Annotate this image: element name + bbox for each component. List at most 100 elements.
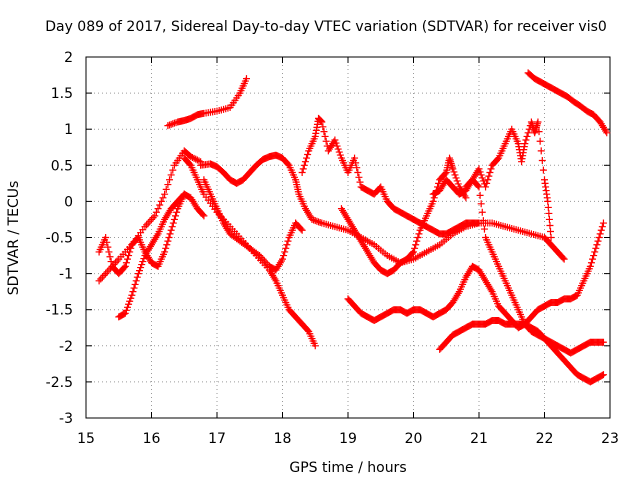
data-point [534,118,542,126]
y-axis-label: SDTVAR / TECUs [6,181,22,296]
data-point [173,208,181,216]
data-point [308,215,316,223]
series-track-j [344,219,607,332]
chart-title: Day 089 of 2017, Sidereal Day-to-day VTE… [45,19,607,35]
data-point [280,252,288,260]
data-point [120,264,128,272]
data-point [187,153,195,161]
data-point [454,180,462,188]
data-point [103,268,111,276]
data-point [596,230,604,238]
data-point [311,342,319,350]
data-point [125,252,133,260]
y-tick-label: 1 [64,122,73,138]
data-point [414,234,422,241]
data-point [188,153,196,161]
data-point [316,218,324,226]
data-point [131,280,139,288]
x-tick-label: 16 [143,431,161,447]
data-point [476,168,484,176]
data-point [123,303,131,311]
data-point [167,171,175,179]
data-point [149,214,157,222]
y-tick-label: 0.5 [51,158,73,174]
data-point [334,145,342,153]
data-point [483,179,491,187]
data-point [474,182,482,190]
x-tick-label: 17 [208,431,226,447]
data-point [597,226,605,234]
data-point [353,164,361,172]
data-point [167,120,175,128]
data-point [523,132,531,140]
data-point [319,123,327,131]
data-point [140,255,148,263]
data-point [545,215,553,223]
data-point [180,190,188,198]
data-point [304,326,312,334]
data-point [477,200,485,208]
data-point [172,212,180,220]
data-point [190,154,198,162]
data-point [133,273,141,281]
data-point [303,154,311,162]
data-point [138,261,146,269]
x-tick-label: 23 [601,431,619,447]
data-point [195,157,203,165]
data-point [167,226,175,234]
data-point [354,169,362,177]
data-point [321,132,329,140]
x-tick-label: 19 [339,431,357,447]
series-track-m [462,118,555,241]
y-tick-label: -1.5 [46,303,73,319]
data-point [453,177,461,185]
data-point [186,160,194,168]
data-point [121,262,129,270]
data-point [594,237,602,245]
data-point [159,194,167,202]
data-point [478,208,486,216]
data-points [95,69,611,386]
data-point [547,234,555,241]
data-point [170,215,178,223]
data-point [166,121,174,129]
data-point [599,338,607,346]
data-point [162,185,170,193]
data-point [352,159,360,167]
data-point [590,252,598,260]
data-point [313,217,321,225]
y-tick-label: -0.5 [46,231,73,247]
data-point [599,371,607,379]
data-point [162,244,170,252]
data-point [166,230,174,238]
data-point [485,172,493,180]
series-track-g [200,176,306,274]
data-point [332,139,340,147]
data-point [589,255,597,263]
data-point [441,170,449,178]
data-point [157,197,165,205]
data-point [284,237,292,245]
data-point [304,150,312,158]
data-point [413,237,421,245]
data-point [494,155,502,163]
x-tick-label: 22 [536,431,554,447]
data-point [169,166,177,174]
data-point [164,237,172,245]
grid [86,57,610,418]
data-point [336,151,344,159]
series-track-e [115,190,188,321]
data-point [193,156,201,164]
data-point [161,190,169,198]
data-point [139,258,147,266]
data-point [299,165,307,173]
data-point [560,255,568,263]
data-point [283,241,291,249]
data-point [480,225,488,233]
data-point [95,277,103,285]
data-point [320,128,328,136]
data-point [310,216,318,224]
data-point [164,181,172,189]
data-point [148,215,155,223]
